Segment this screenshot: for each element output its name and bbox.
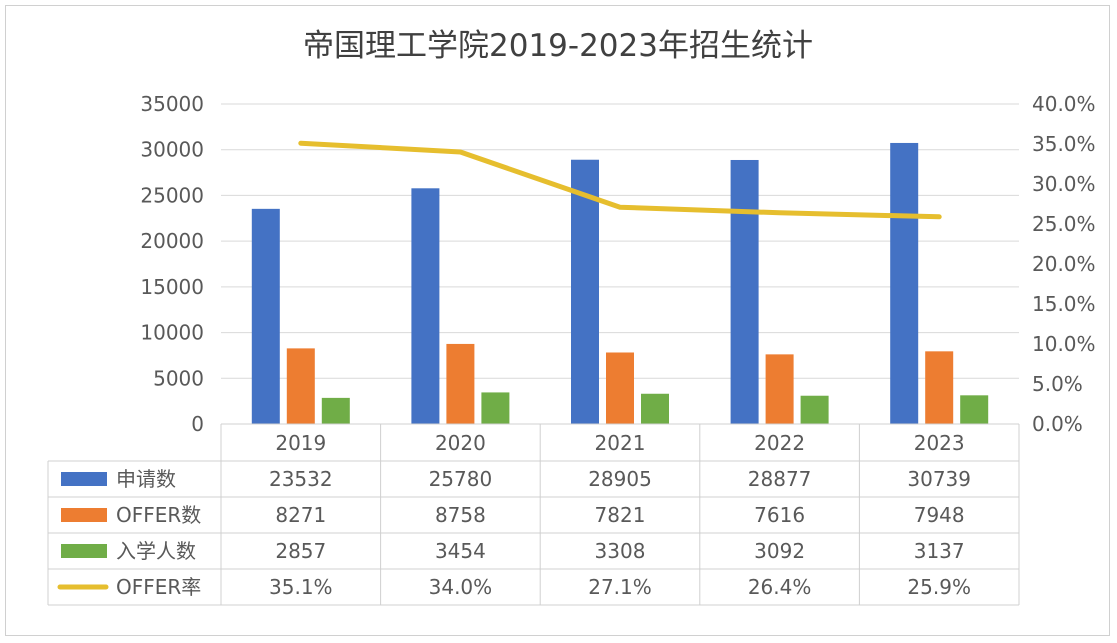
y2-tick-label: 35.0% [1032, 132, 1096, 156]
bar [890, 142, 919, 425]
offer-rate-polyline [298, 140, 942, 220]
table-cell: 3308 [595, 539, 646, 563]
table-cell: 23532 [269, 467, 333, 491]
table-cell: 26.4% [748, 575, 812, 599]
y2-tick-label: 30.0% [1032, 172, 1096, 196]
y-tick-label: 15000 [140, 275, 204, 299]
table-cell: 7616 [754, 503, 805, 527]
y-tick-label: 35000 [140, 92, 204, 116]
offer-rate-line [298, 140, 942, 220]
y2-tick-label: 25.0% [1032, 212, 1096, 236]
gridlines [221, 103, 1019, 379]
category-label: 2020 [435, 431, 486, 455]
table-cell: 30739 [907, 467, 971, 491]
bar [286, 348, 315, 424]
bar [925, 351, 954, 424]
category-label: 2021 [595, 431, 646, 455]
y2-tick-label: 20.0% [1032, 252, 1096, 276]
category-label: 2023 [914, 431, 965, 455]
table-cell: 7821 [595, 503, 646, 527]
bar [641, 393, 669, 424]
y-tick-label: 0 [191, 412, 204, 436]
data-table: 2019 2020 2021 2022 2023 申请数 23532 25780 28905 28… [47, 423, 1020, 606]
table-cell: 3137 [914, 539, 965, 563]
table-cell: 3092 [754, 539, 805, 563]
chart-frame: 帝国理工学院2019-2023年招生统计 0 5000 10000 15000 2000… [5, 5, 1110, 636]
bars [251, 142, 989, 425]
bar [960, 395, 989, 424]
bar [321, 397, 350, 424]
y2-tick-label: 40.0% [1032, 92, 1096, 116]
bar [606, 352, 634, 424]
table-cell: 2857 [275, 539, 326, 563]
bar [571, 159, 599, 424]
series-label: OFFER率 [116, 575, 201, 599]
bar [800, 395, 829, 424]
category-label: 2019 [275, 431, 326, 455]
series-label: 申请数 [116, 467, 176, 491]
y-tick-label: 25000 [140, 183, 204, 207]
table-cell: 8758 [435, 503, 486, 527]
legend-key [61, 508, 107, 522]
table-cell: 28905 [588, 467, 652, 491]
y2-tick-label: 15.0% [1032, 292, 1096, 316]
legend-key [61, 472, 107, 486]
table-cell: 25.9% [907, 575, 971, 599]
table-cell: 3454 [435, 539, 486, 563]
chart-title: 帝国理工学院2019-2023年招生统计 [303, 28, 813, 64]
y2-tick-label: 5.0% [1032, 372, 1083, 396]
y-axis-right: 0.0% 5.0% 10.0% 15.0% 20.0% 25.0% 30.0% 35.0% 40… [1032, 92, 1096, 436]
y2-tick-label: 10.0% [1032, 332, 1096, 356]
bar [730, 159, 759, 424]
y-tick-label: 10000 [140, 321, 204, 345]
y-tick-label: 20000 [140, 229, 204, 253]
table-cell: 8271 [275, 503, 326, 527]
legend-key [61, 544, 107, 558]
table-cell: 27.1% [588, 575, 652, 599]
series-label: 入学人数 [116, 539, 196, 563]
y-axis-left: 0 5000 10000 15000 20000 25000 30000 35000 [140, 92, 204, 436]
bar [765, 354, 794, 424]
table-cell: 35.1% [269, 575, 333, 599]
bar [411, 188, 440, 424]
table-cell: 28877 [748, 467, 812, 491]
category-label: 2022 [754, 431, 805, 455]
table-cell: 7948 [914, 503, 965, 527]
bar [251, 208, 280, 424]
y-tick-label: 5000 [153, 366, 204, 390]
y-tick-label: 30000 [140, 138, 204, 162]
series-label: OFFER数 [116, 503, 201, 527]
bar [481, 392, 510, 424]
chart: 帝国理工学院2019-2023年招生统计 0 5000 10000 15000 2000… [47, 28, 1096, 606]
bar [446, 343, 475, 424]
table-cell: 25780 [429, 467, 493, 491]
y2-tick-label: 0.0% [1032, 412, 1083, 436]
table-cell: 34.0% [429, 575, 493, 599]
